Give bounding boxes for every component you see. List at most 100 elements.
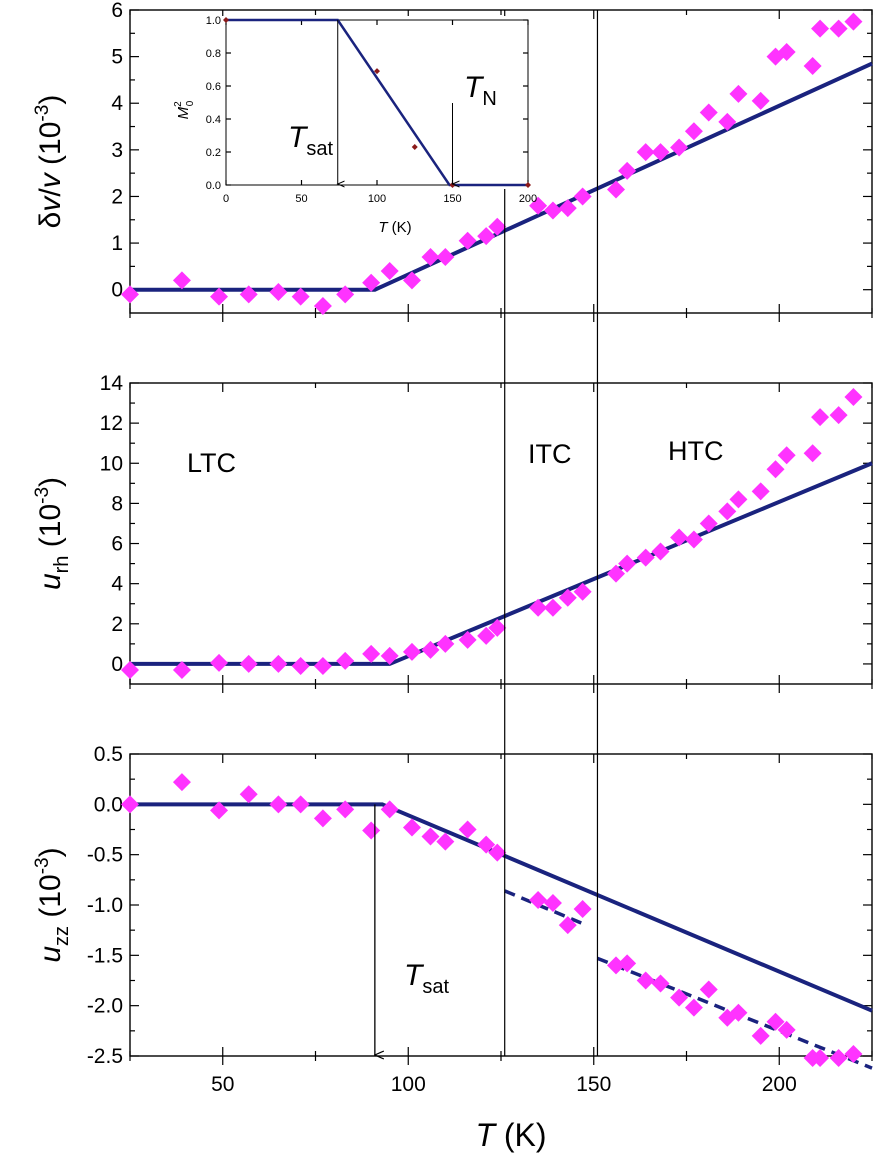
data-point — [777, 1020, 796, 1039]
data-point — [729, 1003, 748, 1022]
inset-y-tick-label: 0.8 — [206, 48, 221, 60]
data-point — [751, 1026, 770, 1045]
data-point — [699, 980, 718, 999]
data-point — [402, 271, 421, 290]
data-point — [210, 287, 229, 306]
data-point — [421, 827, 440, 846]
data-point — [729, 490, 748, 509]
data-point — [477, 835, 496, 854]
data-point — [766, 1012, 785, 1031]
x-tick-label: 50 — [211, 1073, 234, 1096]
y-tick-label: 6 — [111, 533, 123, 556]
y-tick-label: -2.5 — [87, 1045, 123, 1068]
data-point — [636, 548, 655, 567]
inset-tn-label: TN — [464, 71, 497, 110]
data-point — [607, 564, 626, 583]
inset-x-tick-label: 200 — [519, 193, 537, 205]
inset-y-axis-label: M20 — [173, 100, 196, 119]
data-point — [751, 482, 770, 501]
data-point — [651, 143, 670, 162]
data-point — [436, 248, 455, 267]
data-point — [291, 656, 310, 675]
data-point — [529, 196, 548, 215]
data-point — [458, 231, 477, 250]
data-point — [803, 56, 822, 75]
data-point — [362, 644, 381, 663]
data-point — [121, 660, 139, 679]
data-point — [558, 199, 577, 218]
inset-x-tick-label: 100 — [368, 193, 386, 205]
y-tick-label: 6 — [111, 0, 123, 22]
data-point — [670, 528, 689, 547]
data-point — [684, 530, 703, 549]
data-point — [684, 122, 703, 141]
inset-background — [222, 16, 532, 189]
data-point — [811, 19, 830, 38]
data-point — [729, 84, 748, 103]
y-axis-label: uzz (10-3) — [32, 847, 73, 962]
y-tick-label: 0.5 — [94, 743, 123, 766]
data-point — [436, 634, 455, 653]
data-point — [380, 800, 399, 819]
inset-data-point — [525, 182, 531, 188]
data-point — [291, 795, 310, 814]
panel-middle: 0 2 4 6 8 10 12 14 urh (10-3) LTC ITC HTC — [32, 372, 873, 693]
data-point — [684, 998, 703, 1017]
data-point — [618, 554, 637, 573]
panel-bottom-frame — [129, 753, 873, 1057]
inset-y-tick-label: 0.0 — [206, 180, 221, 192]
data-point — [636, 143, 655, 162]
data-point — [529, 598, 548, 617]
data-point — [421, 640, 440, 659]
inset-y-tick-label: 0.6 — [206, 81, 221, 93]
data-point — [699, 514, 718, 533]
fit-line — [130, 802, 873, 1013]
y-tick-label: -0.5 — [87, 844, 123, 867]
y-tick-label: 14 — [100, 372, 124, 395]
y-tick-label: 12 — [100, 412, 123, 435]
data-point — [529, 890, 548, 909]
data-point — [291, 287, 310, 306]
y-tick-label: 4 — [111, 573, 123, 596]
data-point — [543, 201, 562, 220]
y-tick-label: 3 — [111, 139, 123, 162]
data-point — [477, 626, 496, 645]
data-point — [718, 112, 737, 131]
data-point — [121, 285, 139, 304]
data-point — [402, 818, 421, 837]
data-point — [172, 660, 191, 679]
y-tick-label: 0 — [111, 279, 123, 302]
data-point — [121, 795, 139, 814]
data-point — [618, 161, 637, 180]
inset-y-tick-label: 1.0 — [206, 15, 221, 27]
inset-data-point — [223, 17, 229, 23]
data-point — [558, 916, 577, 935]
data-point — [239, 785, 258, 804]
data-point — [651, 974, 670, 993]
inset-x-axis-label: T (K) — [378, 219, 411, 236]
inset-fit-line — [226, 18, 528, 187]
data-point — [488, 618, 507, 637]
inset-y-tick-label: 0.2 — [206, 147, 221, 159]
data-point — [488, 843, 507, 862]
y-tick-label: 2 — [111, 185, 123, 208]
data-point — [718, 502, 737, 521]
fit-line — [130, 61, 873, 292]
data-point — [488, 217, 507, 236]
data-point — [651, 542, 670, 561]
y-tick-label: 1 — [111, 232, 123, 255]
data-point — [573, 900, 592, 919]
data-point — [670, 138, 689, 157]
data-point — [829, 1049, 848, 1068]
data-point — [811, 1049, 830, 1068]
y-tick-label: -2.0 — [87, 995, 123, 1018]
data-point — [336, 800, 355, 819]
inset-tsat-label: Tsat — [288, 121, 333, 160]
data-point — [670, 988, 689, 1007]
data-point — [436, 832, 455, 851]
data-point — [766, 460, 785, 479]
y-tick-label: 10 — [100, 452, 123, 475]
data-point — [210, 801, 229, 820]
data-point — [811, 408, 830, 427]
